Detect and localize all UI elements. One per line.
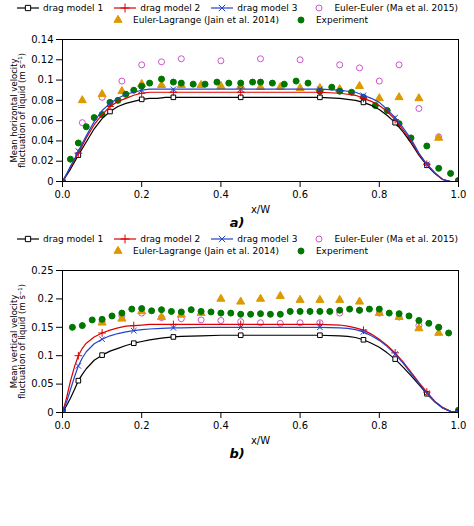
svg-text:0.12: 0.12 <box>31 54 53 65</box>
html-text:drag model 1: drag model 1 <box>43 234 104 244</box>
svg-text:1.0: 1.0 <box>451 420 467 431</box>
html-text:a): a) <box>229 215 245 230</box>
html-text:drag model 1: drag model 1 <box>43 3 104 13</box>
svg-text:0.6: 0.6 <box>292 189 308 200</box>
html-text:Euler-Lagrange (Jain et al. 20: Euler-Lagrange (Jain et al. 2014) <box>133 15 279 25</box>
svg-text:Mean vertical velocityfluctuat: Mean vertical velocityfluctuation of liq… <box>9 284 28 399</box>
html-text:Euler-Euler (Ma et al. 2015): Euler-Euler (Ma et al. 2015) <box>334 3 458 13</box>
html-text:Experiment: Experiment <box>315 246 368 256</box>
svg-text:0.0: 0.0 <box>55 420 71 431</box>
svg-text:0.6: 0.6 <box>292 420 308 431</box>
svg-text:0.1: 0.1 <box>38 350 54 361</box>
svg-text:0.15: 0.15 <box>31 322 53 333</box>
svg-text:0.25: 0.25 <box>31 265 53 276</box>
svg-text:0.0: 0.0 <box>55 189 71 200</box>
svg-text:Mean horizontal velocityfluctu: Mean horizontal velocityfluctuation of l… <box>9 53 28 168</box>
html-text:drag model 3: drag model 3 <box>237 234 298 244</box>
svg-text:0.06: 0.06 <box>31 115 53 126</box>
html-text:drag model 2: drag model 2 <box>140 234 201 244</box>
svg-text:0.2: 0.2 <box>134 189 150 200</box>
svg-text:0.04: 0.04 <box>31 135 53 146</box>
svg-text:0.14: 0.14 <box>31 34 53 45</box>
svg-text:0.8: 0.8 <box>371 420 387 431</box>
html-text:b): b) <box>229 446 245 461</box>
html-text:drag model 2: drag model 2 <box>140 3 201 13</box>
svg-text:0.1: 0.1 <box>38 74 54 85</box>
html-text:Euler-Euler (Ma et al. 2015): Euler-Euler (Ma et al. 2015) <box>334 234 458 244</box>
html-text:Euler-Lagrange (Jain et al. 20: Euler-Lagrange (Jain et al. 2014) <box>133 246 279 256</box>
svg-text:x/W: x/W <box>251 204 270 215</box>
svg-text:0.4: 0.4 <box>213 189 229 200</box>
svg-text:0.2: 0.2 <box>134 420 150 431</box>
svg-text:0.4: 0.4 <box>213 420 229 431</box>
svg-text:0: 0 <box>47 176 53 187</box>
svg-text:0.05: 0.05 <box>31 378 53 389</box>
svg-text:0.2: 0.2 <box>38 293 54 304</box>
svg-text:x/W: x/W <box>251 435 270 446</box>
svg-text:0: 0 <box>47 407 53 418</box>
svg-text:0.8: 0.8 <box>371 189 387 200</box>
html-text:Experiment: Experiment <box>315 15 368 25</box>
svg-text:1.0: 1.0 <box>451 189 467 200</box>
html-text:drag model 3: drag model 3 <box>237 3 298 13</box>
svg-text:0.08: 0.08 <box>31 95 53 106</box>
svg-text:0.02: 0.02 <box>31 155 53 166</box>
